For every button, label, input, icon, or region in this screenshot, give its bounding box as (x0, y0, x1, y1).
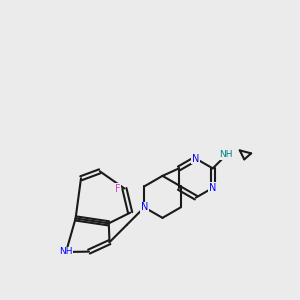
Text: NH: NH (220, 150, 233, 159)
Text: N: N (141, 202, 148, 212)
Text: F: F (115, 184, 121, 194)
Text: N: N (192, 154, 200, 164)
Text: N: N (209, 183, 217, 193)
Text: NH: NH (59, 248, 73, 256)
